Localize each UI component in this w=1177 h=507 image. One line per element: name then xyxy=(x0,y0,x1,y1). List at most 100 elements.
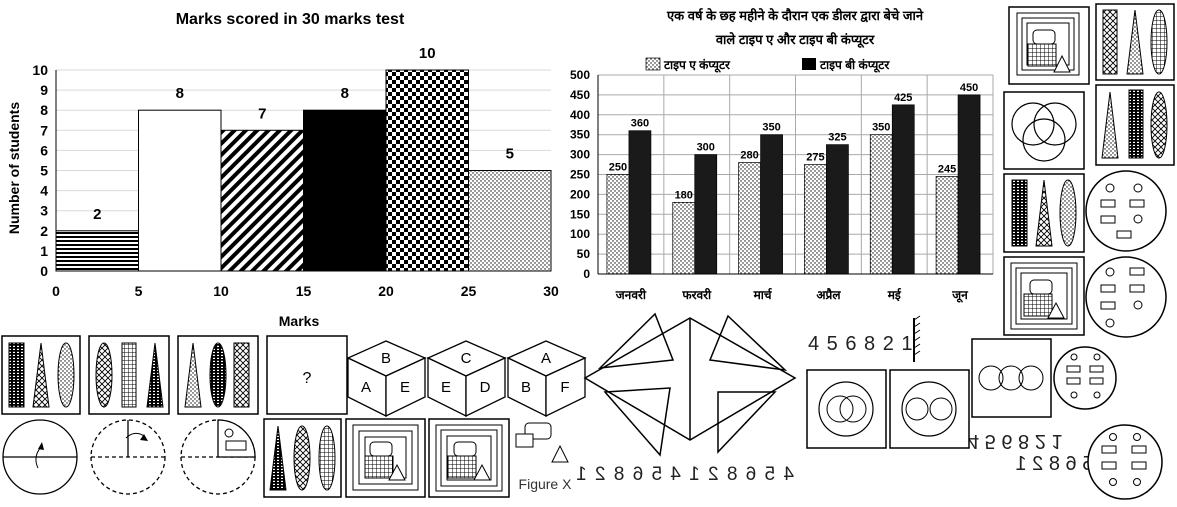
cube-2-top-face: C xyxy=(461,350,472,367)
histogram-y-tick-label: 6 xyxy=(40,142,48,158)
histogram-bar xyxy=(138,109,222,272)
bar-chart-bar xyxy=(606,174,630,275)
shape-series-row: ? xyxy=(1,335,348,415)
cube-2: C E D xyxy=(426,340,507,418)
series-box-2 xyxy=(88,335,170,415)
embedded-figure-box-1 xyxy=(1008,6,1090,85)
histogram-data-label: 8 xyxy=(176,85,184,102)
embedded-figure-box-2 xyxy=(1003,256,1085,336)
rotation-circle-2 xyxy=(90,419,166,495)
histogram-bar xyxy=(220,129,304,272)
number-string: 4 5 6 8 2 1 xyxy=(808,333,914,355)
bar-chart-y-tick-label: 50 xyxy=(577,247,591,261)
cube-1-left-face: A xyxy=(361,379,371,396)
cube-2-right-face: D xyxy=(480,379,491,396)
circle-pieces-option-2 xyxy=(1087,424,1163,500)
histogram-title: Marks scored in 30 marks test xyxy=(176,11,405,28)
figure-x: Figure X xyxy=(515,422,572,492)
histogram-bar xyxy=(385,69,469,272)
answer-boxes-row: Figure X xyxy=(263,418,572,498)
histogram-data-label: 7 xyxy=(258,105,266,122)
bar-chart-bar xyxy=(738,162,761,275)
bar-chart-data-label: 280 xyxy=(740,150,758,162)
mirrored-strip-text: 4 5 6 8 2 1 4 5 6 8 2 1 xyxy=(575,464,794,485)
legend-swatch-type-a xyxy=(645,57,661,71)
bar-chart-data-label: 275 xyxy=(806,152,824,164)
mirror-option-1: 4 5 6 8 2 1 xyxy=(968,430,1063,452)
bar-chart-bar xyxy=(826,144,849,275)
bar-chart-title-line-2: वाले टाइप ए और टाइप बी कंप्यूटर xyxy=(715,32,875,48)
bar-chart-bar xyxy=(694,154,718,275)
marks-histogram: Marks scored in 30 marks test Number of … xyxy=(6,11,559,329)
cube-1: B A E xyxy=(346,340,427,418)
bar-chart-data-label: 350 xyxy=(872,122,890,134)
bar-chart-y-tick-label: 500 xyxy=(570,68,590,82)
venn-box-separate xyxy=(889,369,970,449)
bar-chart-y-tick-label: 0 xyxy=(583,267,590,281)
series-box-3 xyxy=(177,335,259,415)
embedded-figure-box-3 xyxy=(345,418,426,498)
bar-chart-data-label: 450 xyxy=(960,82,978,94)
bar-chart-data-label: 360 xyxy=(631,118,649,130)
bar-chart-x-tick-label: मार्च xyxy=(753,288,773,302)
histogram-data-label: 10 xyxy=(419,45,436,62)
histogram-x-tick-label: 10 xyxy=(213,283,229,299)
rotation-circle-1 xyxy=(2,419,78,495)
histogram-y-tick-label: 4 xyxy=(40,183,48,199)
histogram-x-tick-label: 0 xyxy=(52,283,60,299)
bar-chart-data-label: 325 xyxy=(828,132,846,144)
cube-3-right-face: F xyxy=(560,379,569,396)
bar-chart-bar xyxy=(891,104,915,275)
histogram-x-axis-label: Marks xyxy=(279,313,320,329)
histogram-bar xyxy=(468,170,552,272)
mirror-option-2: 4 5 6 8 2 1 xyxy=(1015,453,1110,475)
histogram-x-tick-label: 25 xyxy=(461,283,477,299)
triangle-count-figure xyxy=(583,312,797,457)
bar-chart-title-line-1: एक वर्ष के छह महीने के दौरान एक डीलर द्व… xyxy=(666,8,924,23)
rotation-circle-3 xyxy=(180,419,256,495)
bar-chart-data-label: 425 xyxy=(894,92,912,104)
bar-chart-data-label: 250 xyxy=(609,162,627,174)
histogram-data-label: 2 xyxy=(93,206,101,223)
histogram-x-tick-label: 5 xyxy=(135,283,143,299)
histogram-y-tick-label: 3 xyxy=(40,203,48,219)
venn-boxes-lower xyxy=(806,338,1163,500)
histogram-x-tick-label: 20 xyxy=(378,283,394,299)
histogram-y-ticks: 0 1 2 3 4 5 6 7 8 9 10 xyxy=(32,62,48,279)
histogram-y-tick-label: 9 xyxy=(40,82,48,98)
series-box-1 xyxy=(1,335,81,415)
bar-chart-bar xyxy=(869,134,893,275)
circle-pieces-top xyxy=(1085,170,1167,252)
histogram-y-axis-label: Number of students xyxy=(6,102,22,234)
histogram-y-tick-label: 2 xyxy=(40,223,48,239)
bar-chart-y-ticks: 0 50 100 150 200 250 300 350 400 450 500 xyxy=(570,68,590,281)
bar-chart-y-tick-label: 200 xyxy=(570,187,590,201)
bar-chart-data-label: 245 xyxy=(938,163,956,175)
mirror-question: 4 5 6 8 2 1 4 5 6 8 2 1 4 5 6 8 2 1 4 5 … xyxy=(575,315,1110,485)
histogram-y-tick-label: 1 xyxy=(40,243,48,259)
bar-chart-gridlines xyxy=(598,74,994,275)
histogram-y-tick-label: 8 xyxy=(40,102,48,118)
bar-chart-x-tick-label: जून xyxy=(951,288,969,303)
histogram-y-tick-label: 0 xyxy=(40,263,48,279)
cube-1-top-face: B xyxy=(381,350,391,367)
bar-chart-x-tick-label: जनवरी xyxy=(615,288,647,302)
mirror-options: 4 5 6 8 2 1 4 5 6 8 2 1 xyxy=(968,430,1110,475)
venn-box-overlap xyxy=(806,369,887,449)
bar-chart-bar xyxy=(935,176,959,275)
bar-chart-bar xyxy=(760,134,783,275)
bar-chart-data-label: 350 xyxy=(762,122,780,134)
bar-chart-bar xyxy=(672,202,696,275)
mirrored-strip: 4 5 6 8 2 1 4 5 6 8 2 1 xyxy=(575,464,794,485)
bar-chart-bar xyxy=(804,164,827,275)
answer-shape-box xyxy=(263,418,342,498)
legend-swatch-type-b xyxy=(802,58,816,70)
circle-pieces-option-1 xyxy=(1053,346,1117,410)
cube-1-right-face: E xyxy=(400,379,410,396)
histogram-data-labels: 2 8 7 8 10 5 xyxy=(93,45,514,223)
shape-set-box-middle xyxy=(1095,84,1175,166)
histogram-data-label: 8 xyxy=(341,85,349,102)
bar-chart-x-tick-label: मई xyxy=(887,288,902,302)
shape-set-box-lower xyxy=(1003,173,1085,253)
cube-3: A B F xyxy=(506,340,587,418)
